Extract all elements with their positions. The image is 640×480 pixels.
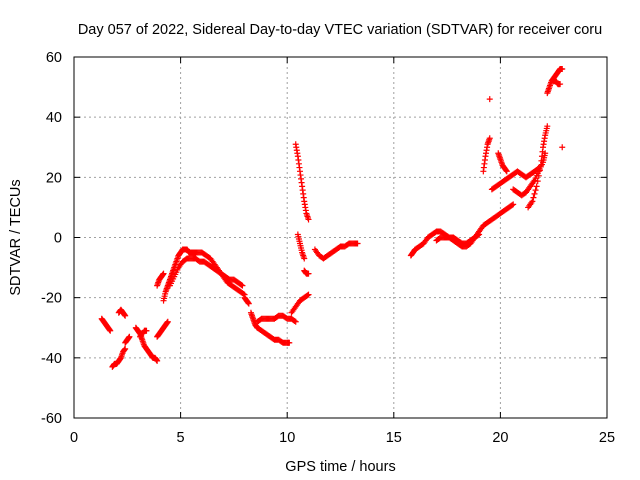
data-point xyxy=(239,282,246,289)
data-point xyxy=(529,198,536,205)
data-point xyxy=(475,232,482,239)
grid-lines xyxy=(74,57,607,418)
data-point xyxy=(292,318,299,325)
data-point xyxy=(122,312,129,319)
data-point xyxy=(305,291,312,298)
data-point xyxy=(544,123,551,130)
y-axis-label: SDTVAR / TECUs xyxy=(8,179,24,295)
x-tick-labels: 0 5 10 15 20 25 xyxy=(70,430,615,446)
data-point xyxy=(286,339,293,346)
data-point xyxy=(304,292,311,299)
data-point xyxy=(164,318,171,325)
data-points xyxy=(98,66,566,370)
data-point xyxy=(476,231,483,238)
data-point xyxy=(305,216,312,223)
data-point xyxy=(532,187,539,194)
y-tick-label: -40 xyxy=(41,351,62,367)
x-axis-label: GPS time / hours xyxy=(285,459,395,475)
data-point xyxy=(354,240,361,247)
data-point xyxy=(535,172,542,179)
chart-title: Day 057 of 2022, Sidereal Day-to-day VTE… xyxy=(78,22,602,38)
y-tick-label: 0 xyxy=(54,231,62,247)
data-point xyxy=(530,194,537,201)
data-point xyxy=(509,202,516,209)
x-tick-label: 15 xyxy=(386,430,402,446)
data-point xyxy=(238,281,245,288)
axis-ticks xyxy=(73,56,608,419)
data-point xyxy=(531,190,538,197)
data-point xyxy=(536,167,543,174)
data-point xyxy=(143,327,150,334)
data-point xyxy=(301,255,308,262)
data-point xyxy=(503,168,510,175)
data-point xyxy=(486,135,493,142)
x-tick-label: 5 xyxy=(177,430,185,446)
x-tick-label: 20 xyxy=(492,430,508,446)
x-tick-label: 0 xyxy=(70,430,78,446)
x-tick-label: 25 xyxy=(599,430,615,446)
y-tick-labels: -60 -40 -20 0 20 40 60 xyxy=(41,50,62,427)
data-point xyxy=(126,333,133,340)
data-point xyxy=(122,345,129,352)
y-tick-label: -20 xyxy=(41,291,62,307)
data-point xyxy=(154,357,161,364)
x-tick-label: 10 xyxy=(279,430,295,446)
data-point xyxy=(510,201,517,208)
data-point xyxy=(557,81,564,88)
y-tick-label: 20 xyxy=(46,170,62,186)
data-point xyxy=(486,96,493,103)
data-point xyxy=(534,178,541,185)
data-point xyxy=(305,270,312,277)
data-point xyxy=(533,183,540,190)
data-point xyxy=(160,270,167,277)
data-point xyxy=(245,300,252,307)
data-point xyxy=(559,144,566,151)
y-tick-label: -60 xyxy=(41,411,62,427)
data-point xyxy=(107,327,114,334)
y-tick-label: 40 xyxy=(46,110,62,126)
y-tick-label: 60 xyxy=(46,50,62,66)
data-point xyxy=(559,66,566,73)
data-point xyxy=(240,290,247,297)
data-point xyxy=(291,317,298,324)
